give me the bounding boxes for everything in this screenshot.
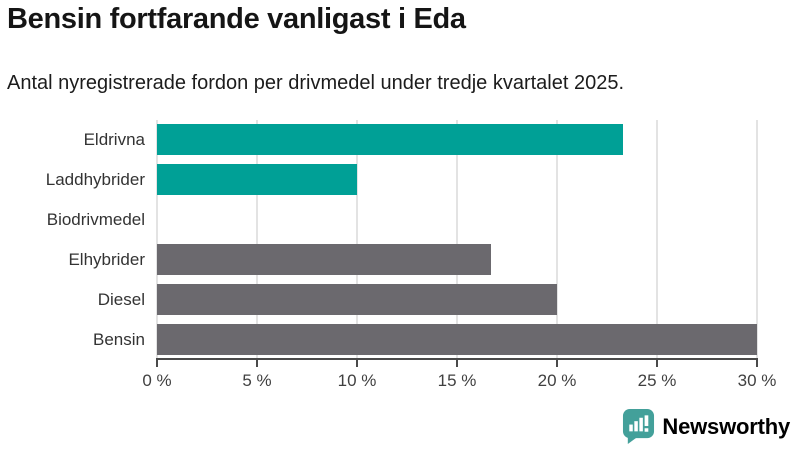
bar-row-laddhybrider — [157, 160, 757, 200]
axis-tick-30 — [756, 360, 758, 367]
axis-tick-25 — [656, 360, 658, 367]
newsworthy-logo: Newsworthy — [622, 408, 790, 445]
category-label-biodrivmedel: Biodrivmedel — [46, 210, 145, 229]
newsworthy-chart-bubble-icon — [623, 409, 655, 444]
bar-row-eldrivna — [157, 120, 757, 160]
x-tick-labels: 0 % 5 % 10 % 15 % 20 % 25 % 30 % — [142, 371, 776, 393]
gridline-10 — [356, 120, 358, 360]
x-tick-label-15: 15 % — [437, 371, 477, 390]
axis-tick-0 — [156, 360, 158, 367]
bar-row-biodrivmedel — [157, 200, 757, 240]
bars-area — [157, 120, 757, 360]
bar-row-bensin — [157, 320, 757, 360]
bar-elhybrider — [157, 244, 491, 275]
gridline-15 — [456, 120, 458, 360]
gridline-20 — [556, 120, 558, 360]
chart-title: Bensin fortfarande vanligast i Eda — [7, 3, 466, 35]
x-tick-label-25: 25 % — [637, 371, 677, 390]
category-label-bensin: Bensin — [93, 330, 145, 349]
bar-eldrivna — [157, 124, 623, 155]
category-label-diesel: Diesel — [97, 290, 145, 309]
category-label-elhybrider: Elhybrider — [68, 250, 145, 269]
gridline-30 — [756, 120, 758, 360]
gridline-5 — [256, 120, 258, 360]
axis-tick-20 — [556, 360, 558, 367]
bar-row-elhybrider — [157, 240, 757, 280]
gridline-0 — [156, 120, 158, 360]
x-axis-line — [156, 358, 758, 360]
bar-bensin — [157, 324, 757, 355]
axis-tick-10 — [356, 360, 358, 367]
axis-tick-5 — [256, 360, 258, 367]
category-labels: Eldrivna Laddhybrider Biodrivmedel Elhybrid… — [0, 120, 145, 360]
category-label-laddhybrider: Laddhybrider — [45, 170, 145, 189]
bar-laddhybrider — [157, 164, 357, 195]
axis-tick-15 — [456, 360, 458, 367]
bar-row-diesel — [157, 280, 757, 320]
gridline-25 — [656, 120, 658, 360]
bar-diesel — [157, 284, 557, 315]
x-tick-label-20: 20 % — [537, 371, 577, 390]
newsworthy-logo-text: Newsworthy — [662, 413, 790, 439]
x-tick-label-5: 5 % — [242, 371, 272, 390]
x-tick-label-0: 0 % — [142, 371, 172, 390]
category-label-eldrivna: Eldrivna — [83, 130, 145, 149]
x-tick-label-30: 30 % — [737, 371, 777, 390]
plot-area — [156, 120, 758, 367]
x-tick-label-10: 10 % — [337, 371, 377, 390]
chart-subtitle: Antal nyregistrerade fordon per drivmede… — [7, 72, 625, 94]
